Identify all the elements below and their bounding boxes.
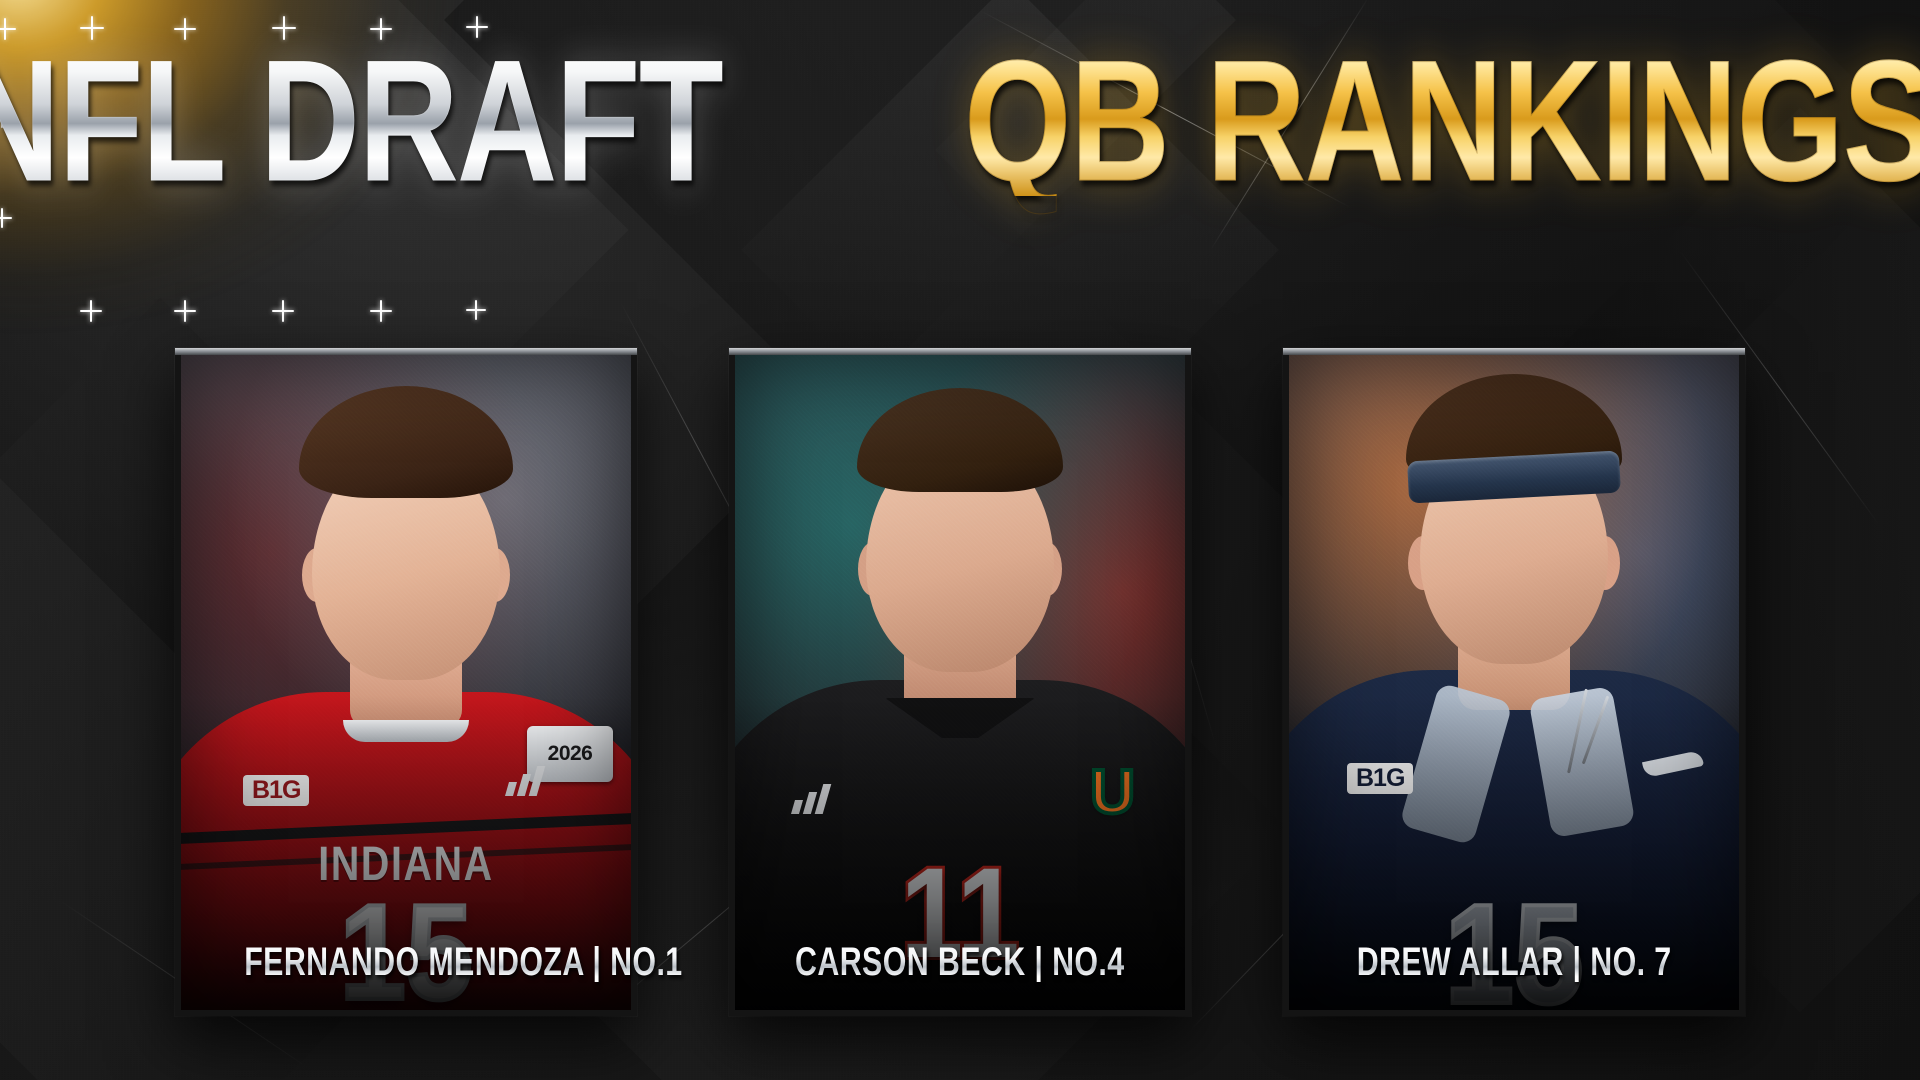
photo-grain: [1289, 355, 1739, 1010]
player-caption: CARSON BECK | NO.4: [729, 942, 1191, 982]
player-caption-text: DREW ALLAR | NO. 7: [1356, 940, 1672, 984]
jersey-trim-stripe: [181, 843, 631, 871]
championship-patch: 2026: [527, 726, 613, 782]
necklace-chain: [1567, 688, 1588, 774]
jersey-trim-stripe: [181, 812, 631, 845]
shoulder-pad-strap: [1528, 685, 1636, 839]
player-photo: U 11: [735, 355, 1185, 1010]
head: [866, 440, 1054, 672]
player-card[interactable]: B1G INDIANA 15 2026 FERNANDO MENDOZA | N…: [175, 348, 682, 1016]
player-figure: U 11: [735, 355, 1185, 1010]
hair: [299, 386, 513, 498]
player-figure: B1G 15: [1289, 355, 1739, 1010]
hair: [857, 388, 1063, 492]
headband: [1407, 450, 1621, 504]
ear-left: [1408, 536, 1438, 590]
player-card[interactable]: B1G 15 DREW ALLAR | NO. 7: [1283, 348, 1745, 1016]
ear-left: [302, 548, 332, 602]
nike-swoosh-icon: [1641, 749, 1705, 779]
player-caption: DREW ALLAR | NO. 7: [1283, 942, 1745, 982]
photo-grain: [181, 355, 631, 1010]
neck: [904, 626, 1016, 718]
hair: [1406, 374, 1622, 486]
adidas-logo-icon: [504, 766, 553, 796]
miami-u-logo-icon: U: [1088, 758, 1137, 827]
player-caption: FERNANDO MENDOZA | NO.1: [175, 942, 682, 982]
photo-grain: [735, 355, 1185, 1010]
card-top-edge: [1283, 348, 1745, 355]
photo-backdrop: [1289, 355, 1739, 1010]
photo-backdrop: [181, 355, 631, 1010]
adidas-logo-icon: [790, 784, 839, 814]
card-top-edge: [729, 348, 1191, 355]
head: [312, 448, 500, 680]
player-card[interactable]: U 11 CARSON BECK | NO.4: [729, 348, 1191, 1016]
card-top-edge: [175, 348, 637, 355]
ear-right: [1032, 542, 1062, 596]
neck: [350, 636, 462, 728]
head: [1420, 432, 1608, 664]
player-caption-text: FERNANDO MENDOZA | NO.1: [244, 940, 683, 984]
jersey-collar: [343, 720, 469, 742]
player-caption-text: CARSON BECK | NO.4: [795, 940, 1125, 984]
ear-left: [858, 542, 888, 596]
ear-right: [480, 548, 510, 602]
ear-right: [1590, 536, 1620, 590]
jersey-team-name: INDIANA: [318, 838, 494, 891]
player-card-row: B1G INDIANA 15 2026 FERNANDO MENDOZA | N…: [0, 348, 1920, 1048]
neck: [1458, 618, 1570, 710]
photo-backdrop: [735, 355, 1185, 1010]
player-figure: B1G INDIANA 15 2026: [181, 355, 631, 1010]
conference-badge: B1G: [243, 775, 310, 806]
shoulder-pad-strap: [1399, 682, 1513, 846]
player-photo: B1G 15: [1289, 355, 1739, 1010]
player-photo: B1G INDIANA 15 2026: [181, 355, 631, 1010]
jersey-collar: [885, 698, 1035, 738]
necklace-chain: [1581, 695, 1610, 765]
conference-badge: B1G: [1347, 763, 1414, 794]
